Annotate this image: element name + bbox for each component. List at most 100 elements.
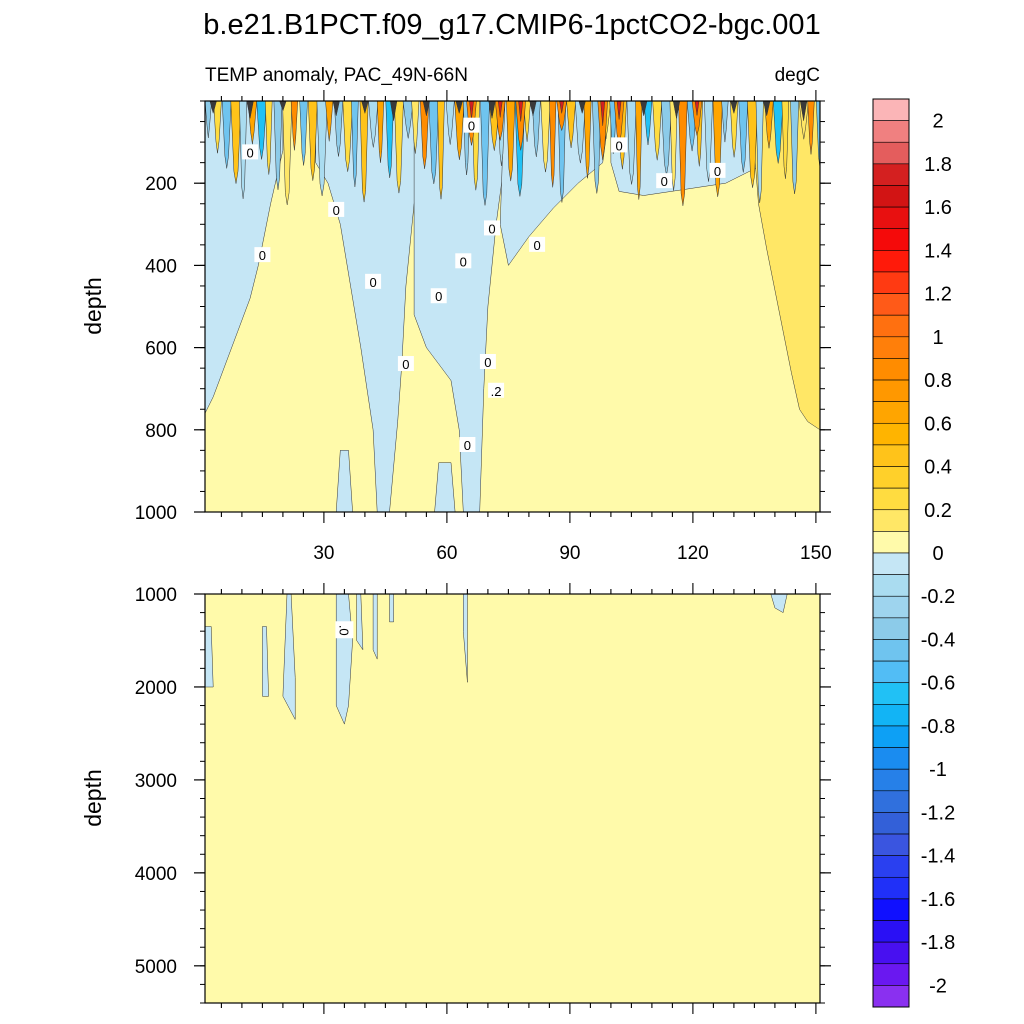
warm-core (495, 101, 506, 141)
near-surface-streak (428, 101, 439, 185)
upper-y-tick-label: 400 (145, 256, 177, 277)
near-surface-streak (523, 101, 531, 142)
near-surface-streak (721, 101, 729, 143)
upper-y-axis-label: depth (80, 277, 106, 335)
colorbar-swatch (872, 358, 910, 381)
near-surface-streak (626, 101, 637, 185)
colorbar-label: -1.4 (921, 846, 955, 868)
colorbar-swatch (872, 250, 910, 273)
colorbar-swatch (872, 595, 910, 619)
near-surface-streak (540, 101, 551, 173)
contour-label: 0 (661, 174, 668, 189)
lower-y-tick-label: 5000 (135, 957, 177, 978)
near-surface-streak (773, 101, 784, 164)
colorbar-swatch (872, 747, 910, 770)
upper-panel-contours (205, 101, 820, 512)
colorbar-swatch (872, 790, 910, 813)
near-surface-streak (437, 101, 445, 200)
colorbar-swatch (872, 185, 910, 208)
surface-extreme (730, 101, 738, 115)
contour-label-background (328, 201, 345, 217)
colorbar-label: -1.2 (921, 802, 955, 824)
near-surface-streak (643, 101, 653, 146)
lower-y-axis-label: depth (80, 769, 106, 827)
negative-anomaly-region (262, 626, 269, 697)
contour-label: 0 (402, 357, 409, 372)
warm-core (600, 101, 606, 126)
near-surface-streak (230, 101, 242, 184)
contour-label-background (488, 382, 505, 398)
colorbar-swatch (872, 617, 910, 640)
near-surface-streak (316, 101, 328, 196)
surface-extreme (578, 101, 586, 115)
colorbar-label: -2 (929, 975, 947, 997)
colorbar-swatch (872, 228, 910, 251)
near-surface-streak (635, 101, 643, 200)
warm-core (556, 101, 567, 132)
negative-anomaly-region (205, 626, 214, 688)
surface-extreme (246, 101, 254, 119)
lower-y-tick-label: 2000 (135, 678, 177, 699)
colorbar-swatch (872, 985, 910, 1008)
colorbar-swatch (872, 487, 910, 511)
upper-x-tick-label: 150 (800, 543, 832, 564)
near-surface-streak (652, 101, 662, 161)
colorbar-label: 1.8 (924, 154, 952, 176)
near-surface-streak (480, 101, 490, 206)
contour-label-background (335, 621, 354, 639)
colorbar-label: -1.6 (921, 889, 955, 911)
warm-core (518, 101, 524, 122)
contour-label-background (365, 273, 382, 289)
upper-y-tick-label: 200 (145, 174, 177, 195)
colorbar-swatch (872, 422, 910, 446)
contour-label-background (463, 117, 480, 133)
upper-x-tick-label: 60 (436, 543, 457, 564)
colorbar-label: -1 (929, 759, 947, 781)
near-surface-streak (282, 101, 293, 206)
near-surface-streak (557, 101, 567, 203)
colorbar-swatch (872, 855, 910, 878)
contour-label: 0 (615, 138, 622, 153)
colorbar-label: -1.8 (921, 932, 955, 954)
negative-anomaly-region (463, 594, 468, 683)
colorbar-swatch (872, 336, 910, 359)
variable-label: TEMP anomaly, PAC_49N-66N (205, 65, 468, 86)
colorbar-label: -0.2 (921, 586, 955, 608)
surface-extreme (455, 101, 463, 115)
colorbar-swatch (872, 271, 910, 294)
surface-extreme (763, 101, 771, 116)
contour-label: 0 (468, 119, 475, 134)
near-surface-streak (704, 101, 713, 182)
surface-extreme (361, 101, 369, 115)
colorbar-swatch (872, 920, 910, 943)
negative-anomaly-region (282, 594, 296, 720)
colorbar-label: 1.4 (924, 240, 952, 262)
near-surface-streak (747, 101, 758, 188)
negative-anomaly-region (434, 462, 456, 512)
near-surface-streak (342, 101, 353, 172)
colorbar-label: -0.4 (921, 629, 955, 651)
upper-y-tick-label: 1000 (135, 503, 177, 524)
near-surface-streak (729, 101, 739, 158)
warm-core (616, 101, 622, 120)
near-surface-streak (755, 101, 764, 203)
colorbar-label: 1.2 (924, 284, 952, 306)
near-surface-streak (290, 101, 298, 151)
near-surface-streak (299, 101, 308, 166)
lower-y-ticks: 1000 2000 3000 4000 5000 (135, 585, 831, 1004)
lower-y-tick-label: 3000 (135, 771, 177, 792)
negative-anomaly-region (389, 594, 394, 623)
near-surface-streak (273, 101, 283, 190)
near-surface-streak (454, 101, 465, 160)
lower-panel-background (205, 594, 820, 1003)
colorbar-swatch (872, 639, 910, 662)
near-surface-streak (661, 101, 672, 176)
near-surface-streak (592, 101, 602, 194)
colorbar-label: 0.4 (924, 457, 952, 479)
units-label: degC (775, 65, 820, 86)
colorbar-swatch (872, 120, 910, 143)
near-surface-streak (213, 101, 222, 154)
chart-title: b.e21.B1PCT.f09_g17.CMIP6-1pctCO2-bgc.00… (203, 9, 820, 41)
